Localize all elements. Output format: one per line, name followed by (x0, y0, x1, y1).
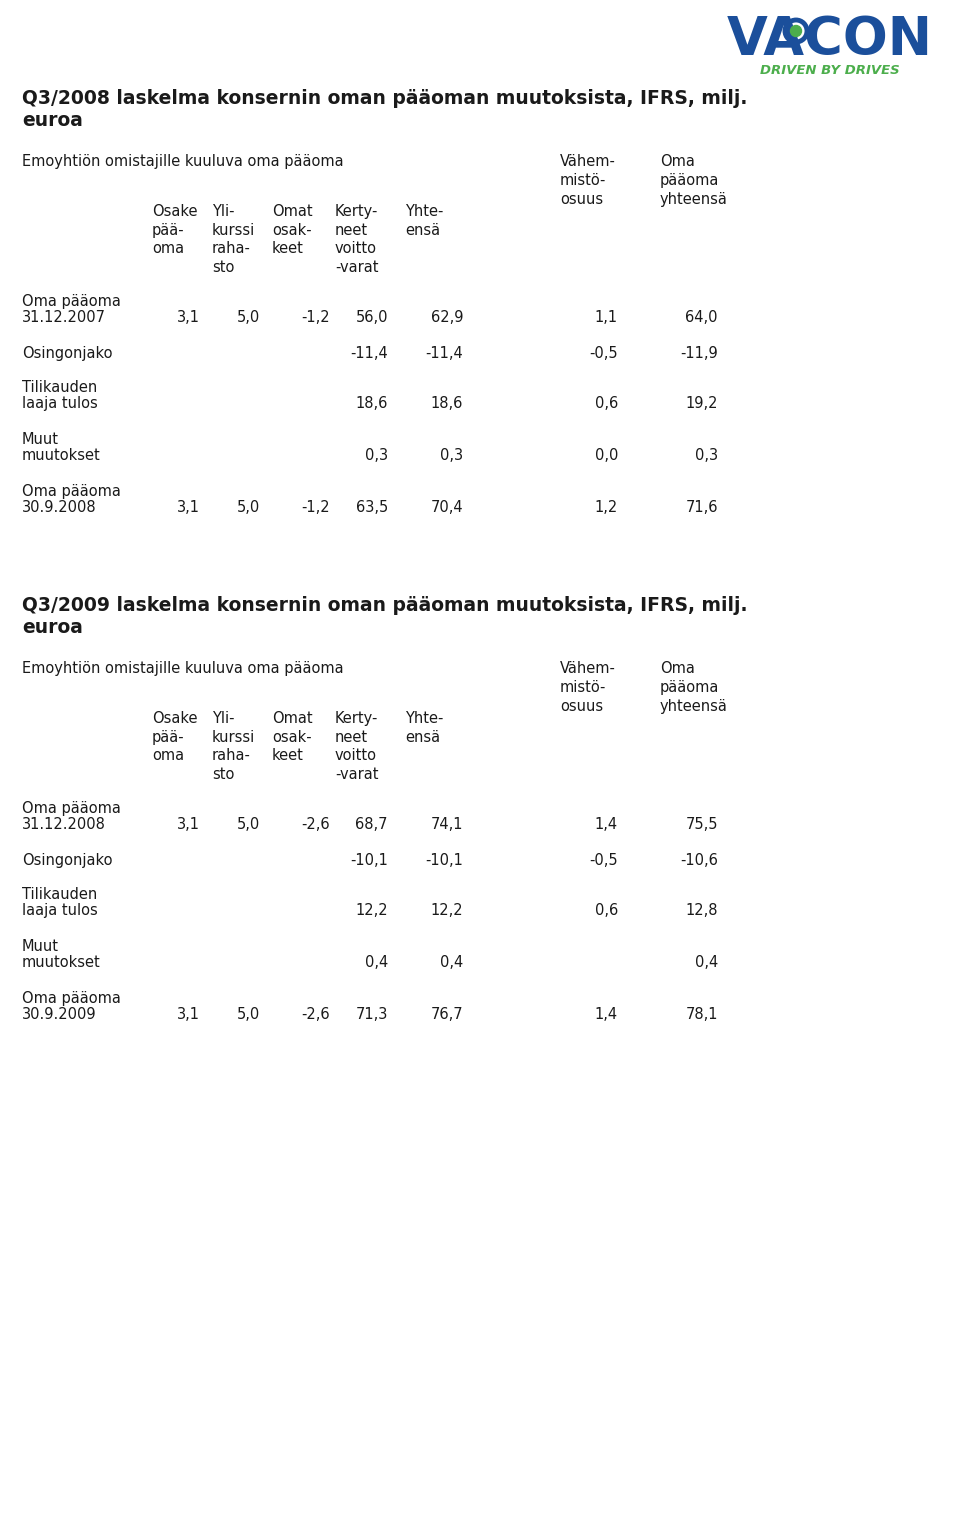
Text: Omat
osak-
keet: Omat osak- keet (272, 204, 313, 257)
Text: euroa: euroa (22, 111, 83, 131)
Text: Osingonjako: Osingonjako (22, 854, 112, 867)
Text: 1,2: 1,2 (595, 500, 618, 515)
Text: 12,8: 12,8 (685, 902, 718, 917)
Text: Q3/2009 laskelma konsernin oman pääoman muutoksista, IFRS, milj.: Q3/2009 laskelma konsernin oman pääoman … (22, 595, 748, 615)
Text: 3,1: 3,1 (177, 310, 200, 325)
Text: 19,2: 19,2 (685, 396, 718, 412)
Text: Muut: Muut (22, 431, 59, 447)
Text: 12,2: 12,2 (355, 902, 388, 917)
Text: Muut: Muut (22, 939, 59, 954)
Text: Oma
pääoma
yhteensä: Oma pääoma yhteensä (660, 661, 728, 714)
Text: 0,3: 0,3 (695, 448, 718, 463)
Text: Oma pääoma: Oma pääoma (22, 990, 121, 1006)
Text: 0,3: 0,3 (440, 448, 463, 463)
Text: 30.9.2008: 30.9.2008 (22, 500, 97, 515)
Text: -10,1: -10,1 (425, 854, 463, 867)
Text: 18,6: 18,6 (355, 396, 388, 412)
Text: laaja tulos: laaja tulos (22, 902, 98, 917)
Text: Emoyhtiön omistajille kuuluva oma pääoma: Emoyhtiön omistajille kuuluva oma pääoma (22, 153, 344, 169)
Text: Kerty-
neet
voitto
-varat: Kerty- neet voitto -varat (335, 204, 378, 275)
Text: 18,6: 18,6 (431, 396, 463, 412)
Text: Vähem-
mistö-
osuus: Vähem- mistö- osuus (560, 153, 616, 208)
Text: 78,1: 78,1 (685, 1007, 718, 1022)
Text: 30.9.2009: 30.9.2009 (22, 1007, 97, 1022)
Text: 5,0: 5,0 (237, 500, 260, 515)
Text: Yli-
kurssi
raha-
sto: Yli- kurssi raha- sto (212, 711, 255, 782)
Text: -2,6: -2,6 (301, 817, 330, 832)
Text: Omat
osak-
keet: Omat osak- keet (272, 711, 313, 763)
Text: -11,4: -11,4 (350, 346, 388, 362)
Text: 1,4: 1,4 (595, 817, 618, 832)
Text: -1,2: -1,2 (301, 500, 330, 515)
Text: 0,4: 0,4 (440, 955, 463, 971)
Text: 56,0: 56,0 (355, 310, 388, 325)
Text: Yhte-
ensä: Yhte- ensä (405, 204, 444, 237)
Text: 63,5: 63,5 (356, 500, 388, 515)
Text: 5,0: 5,0 (237, 817, 260, 832)
Text: Kerty-
neet
voitto
-varat: Kerty- neet voitto -varat (335, 711, 378, 782)
Text: 0,6: 0,6 (595, 396, 618, 412)
Circle shape (790, 26, 802, 36)
Text: 0,0: 0,0 (594, 448, 618, 463)
Text: 5,0: 5,0 (237, 1007, 260, 1022)
Text: -10,1: -10,1 (350, 854, 388, 867)
Text: 31.12.2008: 31.12.2008 (22, 817, 106, 832)
Text: 62,9: 62,9 (430, 310, 463, 325)
Text: 0,4: 0,4 (365, 955, 388, 971)
Text: -0,5: -0,5 (589, 854, 618, 867)
Text: 0,6: 0,6 (595, 902, 618, 917)
Text: Oma pääoma: Oma pääoma (22, 295, 121, 308)
Text: Emoyhtiön omistajille kuuluva oma pääoma: Emoyhtiön omistajille kuuluva oma pääoma (22, 661, 344, 676)
Text: 71,6: 71,6 (685, 500, 718, 515)
Text: 70,4: 70,4 (430, 500, 463, 515)
Text: Osingonjako: Osingonjako (22, 346, 112, 362)
Text: 1,4: 1,4 (595, 1007, 618, 1022)
Text: Q3/2008 laskelma konsernin oman pääoman muutoksista, IFRS, milj.: Q3/2008 laskelma konsernin oman pääoman … (22, 90, 748, 108)
Text: 68,7: 68,7 (355, 817, 388, 832)
Text: -10,6: -10,6 (680, 854, 718, 867)
Text: euroa: euroa (22, 618, 83, 636)
Text: 3,1: 3,1 (177, 1007, 200, 1022)
Text: Yli-
kurssi
raha-
sto: Yli- kurssi raha- sto (212, 204, 255, 275)
Text: -0,5: -0,5 (589, 346, 618, 362)
Text: muutokset: muutokset (22, 448, 101, 463)
Text: Tilikauden: Tilikauden (22, 380, 97, 395)
Text: laaja tulos: laaja tulos (22, 396, 98, 412)
Text: 5,0: 5,0 (237, 310, 260, 325)
Text: 3,1: 3,1 (177, 817, 200, 832)
Text: 3,1: 3,1 (177, 500, 200, 515)
Text: Oma pääoma: Oma pääoma (22, 485, 121, 500)
Text: -1,2: -1,2 (301, 310, 330, 325)
Text: 1,1: 1,1 (595, 310, 618, 325)
Text: 0,4: 0,4 (695, 955, 718, 971)
Text: Yhte-
ensä: Yhte- ensä (405, 711, 444, 744)
Text: Tilikauden: Tilikauden (22, 887, 97, 902)
Text: 31.12.2007: 31.12.2007 (22, 310, 106, 325)
Text: Vähem-
mistö-
osuus: Vähem- mistö- osuus (560, 661, 616, 714)
Text: 71,3: 71,3 (355, 1007, 388, 1022)
Text: -11,4: -11,4 (425, 346, 463, 362)
Text: 76,7: 76,7 (430, 1007, 463, 1022)
Text: DRIVEN BY DRIVES: DRIVEN BY DRIVES (760, 64, 900, 77)
Text: -2,6: -2,6 (301, 1007, 330, 1022)
Text: 12,2: 12,2 (430, 902, 463, 917)
Text: VACON: VACON (727, 14, 933, 65)
Text: Osake
pää-
oma: Osake pää- oma (152, 711, 198, 763)
Text: Oma
pääoma
yhteensä: Oma pääoma yhteensä (660, 153, 728, 208)
Text: 74,1: 74,1 (430, 817, 463, 832)
Text: -11,9: -11,9 (681, 346, 718, 362)
Text: Oma pääoma: Oma pääoma (22, 801, 121, 816)
Text: 64,0: 64,0 (685, 310, 718, 325)
Text: 75,5: 75,5 (685, 817, 718, 832)
Text: Osake
pää-
oma: Osake pää- oma (152, 204, 198, 257)
Text: muutokset: muutokset (22, 955, 101, 971)
Text: 0,3: 0,3 (365, 448, 388, 463)
